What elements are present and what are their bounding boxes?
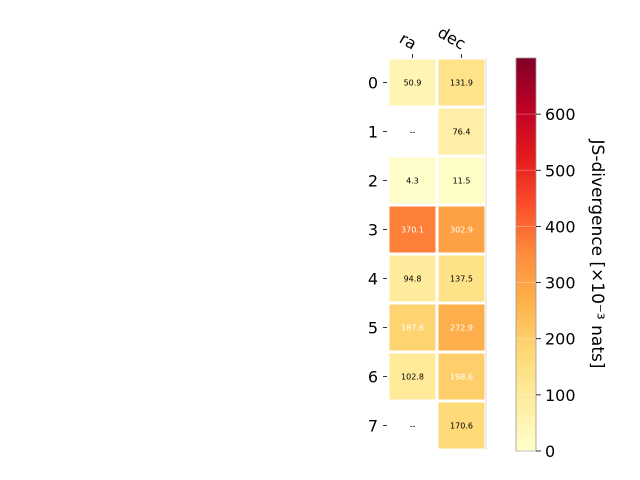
cell-value-label: 50.9 (404, 79, 422, 88)
heatmap-cell (389, 304, 436, 351)
heatmap-cell (438, 157, 485, 204)
heatmap-cell (389, 206, 436, 253)
row-label: 2 (368, 172, 378, 191)
column-label: ra (396, 29, 420, 54)
row-label: 1 (368, 123, 378, 142)
heatmap-cell (389, 59, 436, 106)
cell-value-label: 131.9 (450, 79, 473, 88)
row-labels: 0 1 2 3 4 5 6 7 (368, 74, 387, 436)
cell-value-label: -- (410, 422, 416, 431)
cell-value-label: 187.6 (401, 324, 424, 333)
colorbar-tick-label: 600 (545, 105, 576, 124)
cell-value-label: 4.3 (406, 177, 419, 186)
colorbar-tick-label: 100 (545, 386, 576, 405)
colorbar: 0 100 200 300 400 500 600 JS-divergence [×10⁻³… (515, 57, 607, 461)
colorbar-tick-label: 0 (545, 442, 555, 461)
heatmap-cell (438, 304, 485, 351)
heatmap-cell (438, 59, 485, 106)
heatmap-cell (389, 157, 436, 204)
heatmap-cell (438, 255, 485, 302)
column-label: dec (435, 23, 469, 54)
cell-value-label: 170.6 (450, 422, 473, 431)
colorbar-tick-label: 200 (545, 330, 576, 349)
row-label: 0 (368, 74, 378, 93)
heatmap-cells: 50.9 131.9 -- 76.4 4.3 11.5 370.1 302.9 94.8 137.… (389, 58, 487, 450)
cell-value-label: 272.9 (450, 324, 473, 333)
heatmap-cell (438, 402, 485, 449)
cell-value-label: 11.5 (453, 177, 471, 186)
cell-value-label: 370.1 (401, 226, 424, 235)
cell-value-label: 137.5 (450, 275, 473, 284)
cell-value-label: 198.6 (450, 373, 473, 382)
row-label: 6 (368, 368, 378, 387)
cell-value-label: 94.8 (404, 275, 422, 284)
colorbar-label: JS-divergence [×10⁻³ nats] (587, 139, 607, 369)
cell-value-label: 76.4 (453, 128, 471, 137)
row-label: 5 (368, 319, 378, 338)
cell-value-label: 102.8 (401, 373, 424, 382)
colorbar-tick-label: 500 (545, 161, 576, 180)
cell-value-label: 302.9 (450, 226, 473, 235)
colorbar-ticks: 0 100 200 300 400 500 600 (516, 105, 576, 461)
heatmap-cell (438, 108, 485, 155)
row-label: 7 (368, 417, 378, 436)
row-label: 3 (368, 221, 378, 240)
colorbar-tick-label: 400 (545, 217, 576, 236)
colorbar-tick-label: 300 (545, 274, 576, 293)
heatmap-cell (438, 206, 485, 253)
cell-value-label: -- (410, 128, 416, 137)
column-labels: ra dec (396, 23, 469, 58)
heatmap-cell (438, 353, 485, 400)
heatmap-cell (389, 255, 436, 302)
row-label: 4 (368, 270, 378, 289)
heatmap-cell (389, 353, 436, 400)
colorbar-gradient (515, 57, 537, 452)
